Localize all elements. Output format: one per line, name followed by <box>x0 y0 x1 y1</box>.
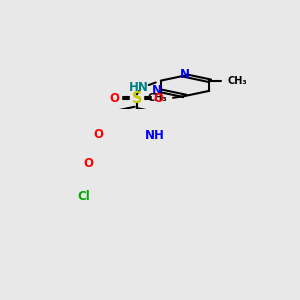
Text: Cl: Cl <box>77 190 90 203</box>
Text: CH₃: CH₃ <box>147 93 167 103</box>
Text: O: O <box>84 157 94 170</box>
Text: S: S <box>131 91 142 106</box>
Text: HN: HN <box>129 81 149 94</box>
Text: O: O <box>154 92 164 105</box>
Text: O: O <box>110 92 120 105</box>
Text: CH₃: CH₃ <box>227 76 247 85</box>
Text: N: N <box>152 84 162 98</box>
Text: NH: NH <box>145 128 165 142</box>
Text: O: O <box>94 128 104 141</box>
Text: N: N <box>180 68 190 81</box>
